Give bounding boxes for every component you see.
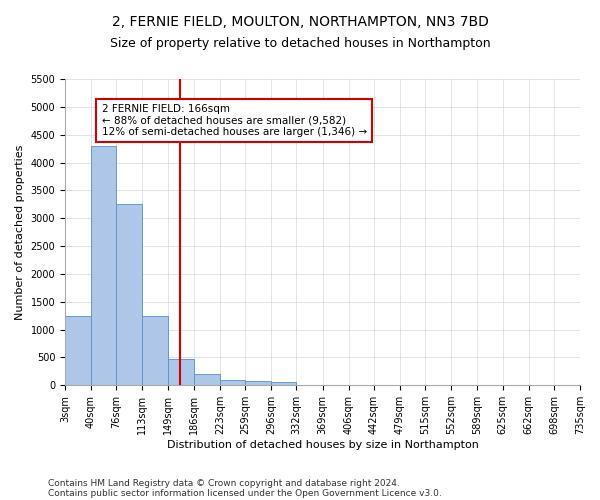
Bar (194, 374, 220, 385)
Bar (220, 380, 245, 385)
Text: 2, FERNIE FIELD, MOULTON, NORTHAMPTON, NN3 7BD: 2, FERNIE FIELD, MOULTON, NORTHAMPTON, N… (112, 15, 488, 29)
Bar (168, 359, 194, 385)
Text: Contains public sector information licensed under the Open Government Licence v3: Contains public sector information licen… (48, 488, 442, 498)
Bar (65, 316, 91, 385)
Y-axis label: Number of detached properties: Number of detached properties (15, 144, 25, 320)
Bar (142, 316, 168, 385)
Bar (91, 146, 116, 385)
Bar (245, 382, 271, 385)
Text: Contains HM Land Registry data © Crown copyright and database right 2024.: Contains HM Land Registry data © Crown c… (48, 478, 400, 488)
Bar (271, 382, 296, 385)
Text: 2 FERNIE FIELD: 166sqm
← 88% of detached houses are smaller (9,582)
12% of semi-: 2 FERNIE FIELD: 166sqm ← 88% of detached… (101, 104, 367, 138)
X-axis label: Distribution of detached houses by size in Northampton: Distribution of detached houses by size … (167, 440, 478, 450)
Text: Size of property relative to detached houses in Northampton: Size of property relative to detached ho… (110, 38, 490, 51)
Bar (116, 204, 142, 385)
